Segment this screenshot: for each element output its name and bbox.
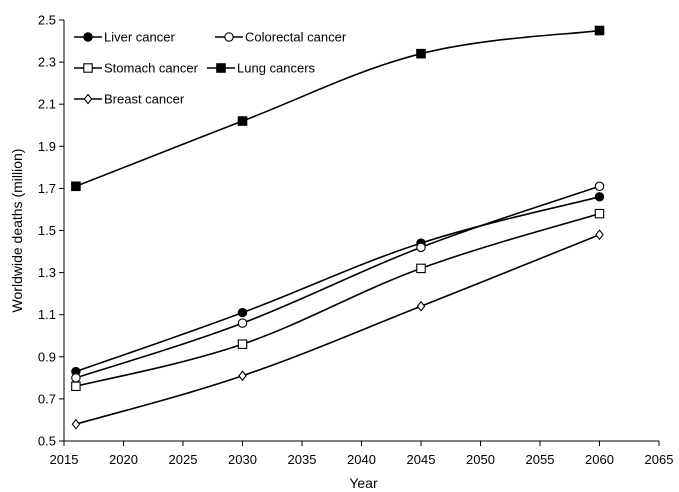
data-point	[71, 418, 81, 430]
x-tick-label: 2065	[645, 452, 674, 467]
x-tick-label: 2020	[109, 452, 138, 467]
x-tick-label: 2025	[169, 452, 198, 467]
y-tick-label: 0.5	[38, 434, 56, 449]
data-point	[594, 25, 605, 36]
x-axis-label: Year	[349, 475, 378, 491]
series-liver-cancer	[71, 192, 605, 377]
y-tick-label: 2.5	[38, 13, 56, 28]
legend-item: Lung cancers	[207, 61, 316, 76]
series-line	[75, 29, 600, 188]
data-point	[71, 381, 81, 392]
axes: 0.5 0.7 0.9 1.1 1.3 1.5 1.7 1.9 2.1 2.3 2.5 2015 202…	[38, 13, 674, 468]
series-layer	[71, 25, 605, 430]
y-tick-label: 2.1	[38, 97, 56, 112]
data-point	[237, 307, 248, 318]
y-axis-label: Worldwide deaths (million)	[9, 149, 25, 313]
legend-item: Colorectal cancer	[215, 30, 347, 45]
series-line	[75, 196, 600, 373]
data-point	[71, 181, 81, 192]
x-tick-label: 2015	[50, 452, 79, 467]
data-point	[594, 208, 605, 219]
x-tick-label: 2045	[407, 452, 436, 467]
legend-marker	[83, 93, 93, 105]
legend-label: Stomach cancer	[104, 61, 199, 76]
y-tick-label: 1.9	[38, 139, 56, 154]
data-point	[594, 192, 605, 202]
data-point	[416, 242, 426, 253]
data-point	[238, 370, 247, 382]
data-point	[416, 48, 426, 59]
data-point	[237, 116, 248, 126]
x-tick-label: 2040	[347, 452, 376, 467]
legend-label: Lung cancers	[237, 61, 316, 76]
data-point	[594, 181, 605, 192]
data-point	[595, 229, 604, 241]
series-line	[75, 233, 600, 425]
y-tick-label: 2.3	[38, 55, 56, 70]
series-stomach-cancer	[71, 208, 605, 392]
y-tick-label: 0.9	[38, 349, 56, 364]
legend-item: Liver cancer	[74, 30, 175, 45]
legend-marker	[224, 32, 234, 42]
x-tick-label: 2055	[526, 452, 555, 467]
y-tick-label: 1.7	[38, 181, 56, 196]
x-tick-label: 2060	[585, 452, 614, 467]
data-point	[416, 300, 426, 312]
x-tick-label: 2050	[466, 452, 495, 467]
legend: Liver cancer Colorectal cancer Stomach can…	[74, 30, 347, 107]
data-point	[416, 263, 426, 274]
legend-marker	[83, 63, 93, 73]
series-lung-cancers	[71, 25, 605, 192]
legend-item: Breast cancer	[74, 92, 185, 107]
series-line	[75, 185, 600, 379]
x-tick-label: 2035	[288, 452, 317, 467]
series-breast-cancer	[71, 229, 604, 430]
data-point	[237, 318, 248, 328]
data-point	[237, 339, 248, 349]
x-tick-label: 2030	[228, 452, 257, 467]
y-tick-label: 0.7	[38, 391, 56, 406]
legend-label: Breast cancer	[104, 92, 185, 107]
y-tick-label: 1.1	[38, 307, 56, 322]
legend-item: Stomach cancer	[74, 61, 199, 76]
legend-marker	[83, 32, 93, 42]
legend-label: Liver cancer	[104, 30, 175, 45]
legend-label: Colorectal cancer	[245, 30, 347, 45]
data-point	[71, 373, 81, 383]
series-line	[75, 212, 600, 388]
y-tick-label: 1.3	[38, 265, 56, 280]
series-colorectal-cancer	[71, 181, 605, 383]
legend-marker	[216, 63, 226, 73]
y-tick-label: 1.5	[38, 223, 56, 238]
